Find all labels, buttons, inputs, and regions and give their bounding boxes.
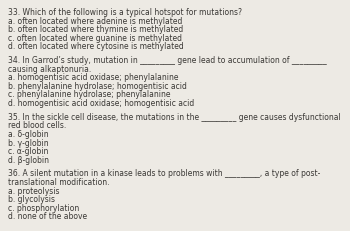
Text: 33. Which of the following is a typical hotspot for mutations?: 33. Which of the following is a typical … — [8, 8, 242, 17]
Text: 36. A silent mutation in a kinase leads to problems with _________, a type of po: 36. A silent mutation in a kinase leads … — [8, 169, 321, 178]
Text: translational modification.: translational modification. — [8, 177, 110, 186]
Text: c. often located where guanine is methylated: c. often located where guanine is methyl… — [8, 34, 182, 43]
Text: d. β-globin: d. β-globin — [8, 155, 49, 164]
Text: a. homogentisic acid oxidase; phenylalanine: a. homogentisic acid oxidase; phenylalan… — [8, 73, 178, 82]
Text: 34. In Garrod’s study, mutation in _________ gene lead to accumulation of ______: 34. In Garrod’s study, mutation in _____… — [8, 56, 327, 65]
Text: a. often located where adenine is methylated: a. often located where adenine is methyl… — [8, 17, 182, 26]
Text: b. glycolysis: b. glycolysis — [8, 194, 55, 203]
Text: d. homogentisic acid oxidase; homogentisic acid: d. homogentisic acid oxidase; homogentis… — [8, 99, 194, 108]
Text: red blood cells.: red blood cells. — [8, 121, 66, 130]
Text: b. phenylalanine hydrolase; homogentisic acid: b. phenylalanine hydrolase; homogentisic… — [8, 82, 187, 91]
Text: causing alkaptonuria.: causing alkaptonuria. — [8, 64, 91, 73]
Text: c. phenylalanine hydrolase; phenylalanine: c. phenylalanine hydrolase; phenylalanin… — [8, 90, 170, 99]
Text: 35. In the sickle cell disease, the mutations in the _________ gene causes dysfu: 35. In the sickle cell disease, the muta… — [8, 112, 341, 121]
Text: b. often located where thymine is methylated: b. often located where thymine is methyl… — [8, 25, 183, 34]
Text: d. none of the above: d. none of the above — [8, 211, 87, 220]
Text: c. α-globin: c. α-globin — [8, 146, 48, 155]
Text: a. δ-globin: a. δ-globin — [8, 129, 49, 138]
Text: b. γ-globin: b. γ-globin — [8, 138, 49, 147]
Text: c. phosphorylation: c. phosphorylation — [8, 203, 79, 212]
Text: a. proteolysis: a. proteolysis — [8, 186, 60, 195]
Text: d. often located where cytosine is methylated: d. often located where cytosine is methy… — [8, 42, 184, 51]
